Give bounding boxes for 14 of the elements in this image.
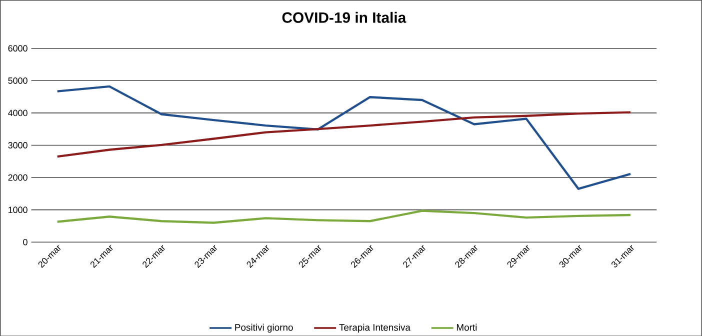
line-series <box>56 209 632 224</box>
y-tick-label: 4000 <box>8 110 28 116</box>
chart-title: COVID-19 in Italia <box>282 12 406 23</box>
y-tick-label: 3000 <box>8 142 28 148</box>
y-tick-label: 5000 <box>8 77 28 84</box>
line-series <box>56 85 632 190</box>
legend-label: Morti <box>456 324 477 331</box>
y-tick-label: 0 <box>23 238 28 246</box>
legend-label: Positivi giorno <box>235 324 293 332</box>
y-tick-label: 1000 <box>8 206 28 213</box>
line-series <box>56 110 632 158</box>
y-tick-label: 2000 <box>8 174 28 180</box>
legend-label: Terapia Intensiva <box>339 324 410 332</box>
y-tick-label: 6000 <box>8 44 28 52</box>
